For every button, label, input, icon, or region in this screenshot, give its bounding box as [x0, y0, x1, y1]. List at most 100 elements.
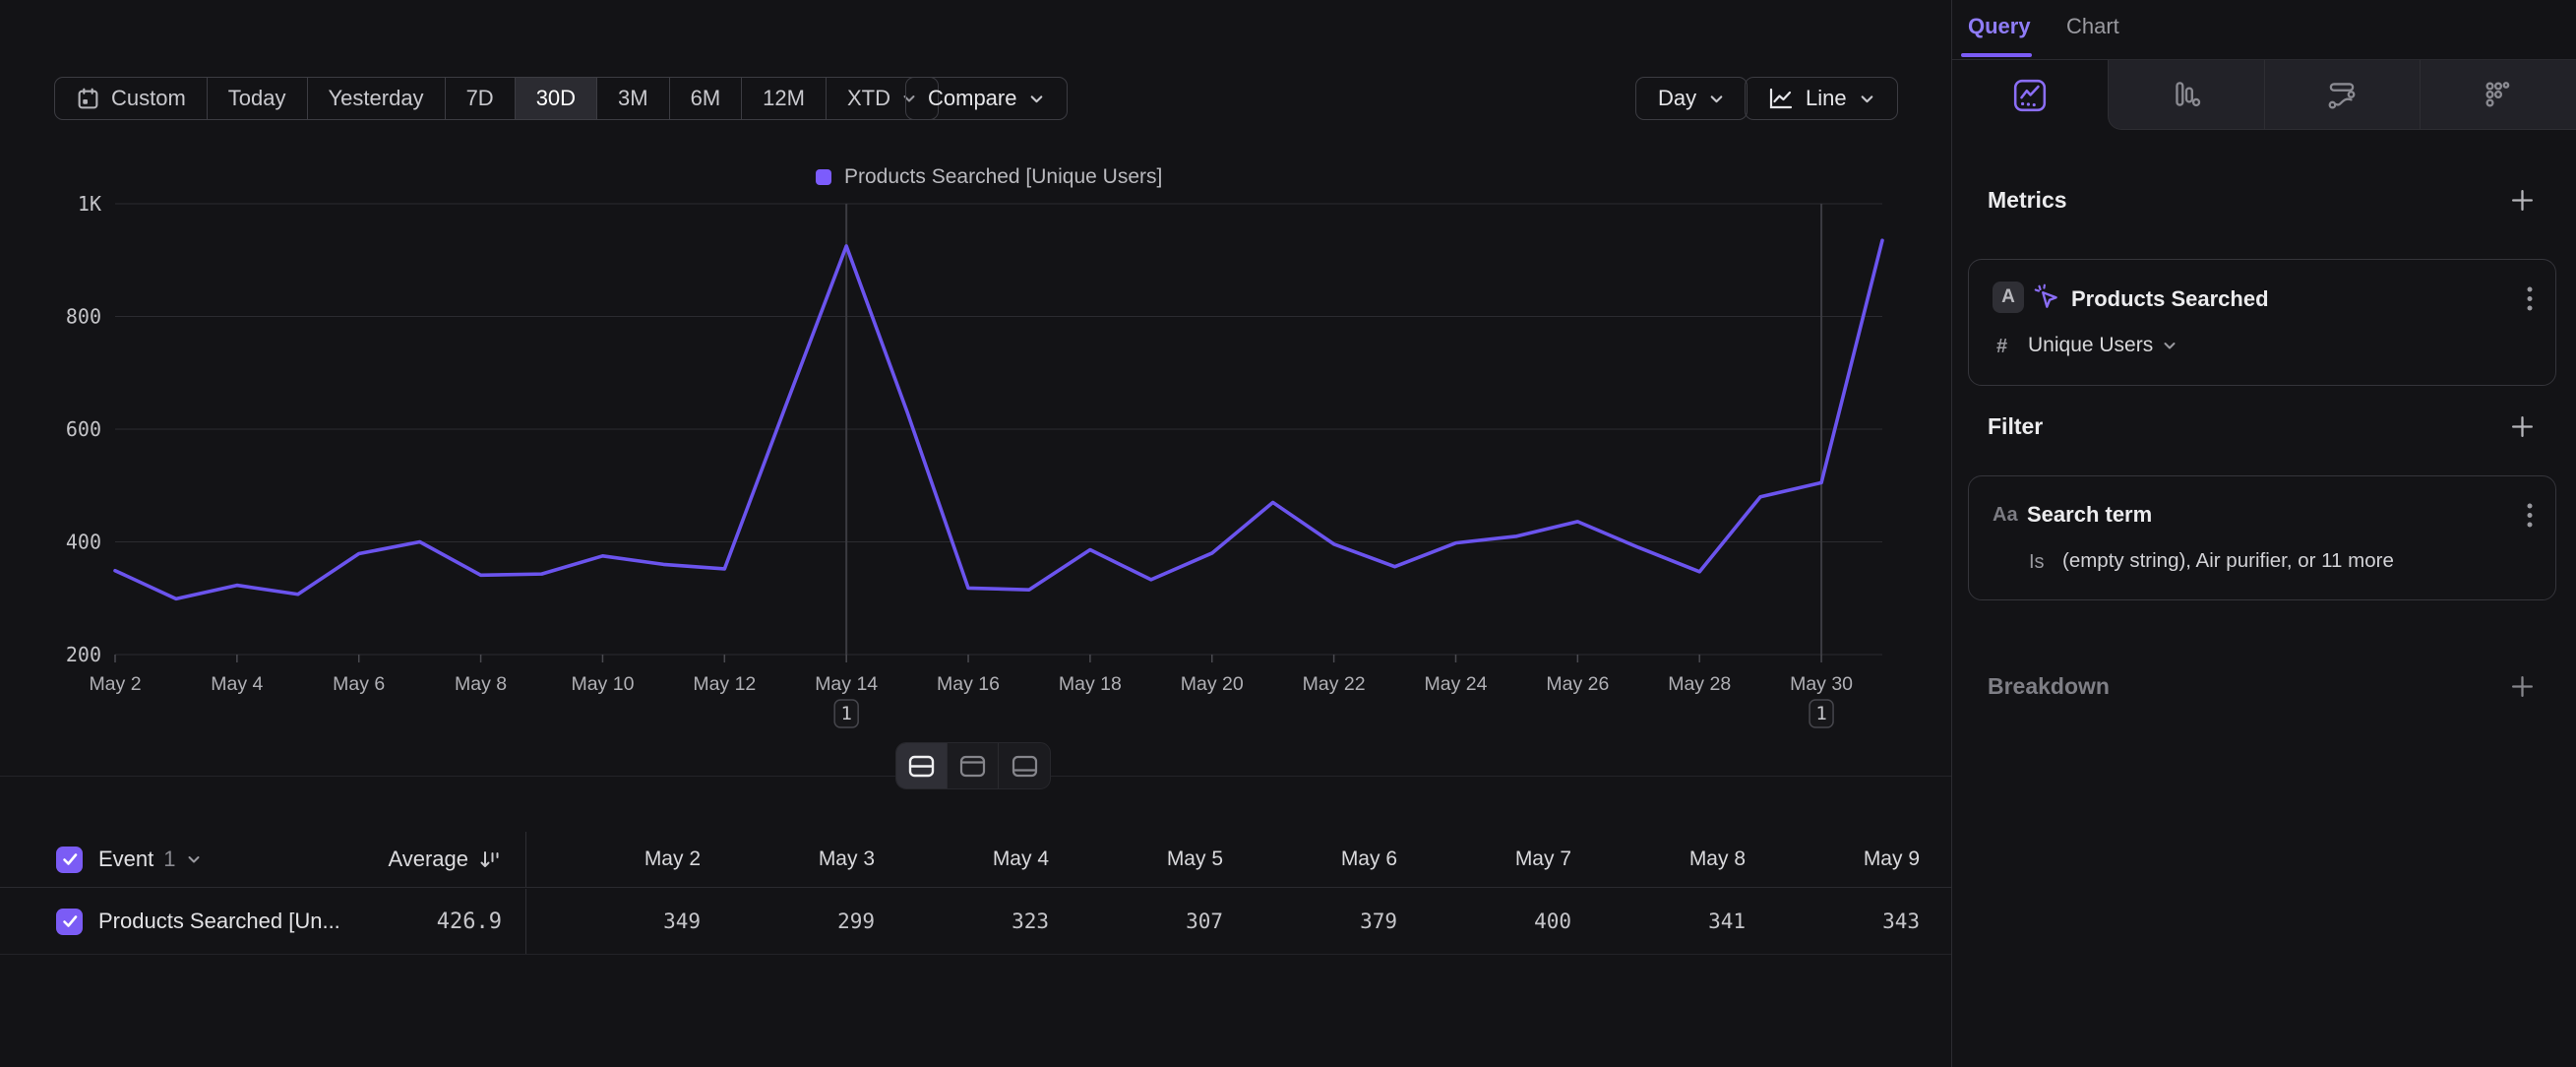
compare-button[interactable]: Compare	[905, 77, 1068, 120]
range-button-custom[interactable]: Custom	[55, 78, 208, 119]
chart-type-label: Line	[1806, 86, 1847, 111]
chart-type-tab-bar[interactable]	[2108, 60, 2264, 130]
more-chart-types-icon	[2481, 77, 2516, 112]
legend-label: Products Searched [Unique Users]	[844, 165, 1162, 189]
svg-text:May 6: May 6	[333, 673, 385, 695]
active-tab-underline	[1961, 53, 2032, 57]
tab-chart[interactable]: Chart	[2066, 14, 2119, 39]
date-cell-value: 323	[875, 910, 1049, 933]
date-column-header[interactable]: May 7	[1397, 847, 1571, 871]
date-cell-value: 299	[701, 910, 875, 933]
svg-text:May 24: May 24	[1425, 673, 1488, 695]
measure-selector[interactable]: Unique Users	[2028, 334, 2177, 357]
chart-type-tab-line[interactable]	[1952, 60, 2108, 130]
date-cell-value: 343	[1746, 910, 1920, 933]
range-button-today[interactable]: Today	[208, 78, 308, 119]
svg-text:May 30: May 30	[1790, 673, 1853, 695]
filter-property-name[interactable]: Search term	[2027, 502, 2152, 528]
event-column-header[interactable]: Event 1	[98, 847, 344, 872]
date-cell-value: 349	[526, 910, 701, 933]
svg-text:May 4: May 4	[211, 673, 263, 695]
date-column-header[interactable]: May 5	[1049, 847, 1223, 871]
range-button-30d[interactable]: 30D	[516, 78, 597, 119]
event-name-label: Products Searched [Un...	[98, 909, 340, 934]
date-cell-value: 400	[1397, 910, 1571, 933]
plus-icon	[2509, 673, 2536, 700]
filter-value[interactable]: (empty string), Air purifier, or 11 more	[2062, 549, 2394, 573]
range-button-yesterday[interactable]: Yesterday	[308, 78, 446, 119]
breakdown-heading: Breakdown	[1988, 673, 2110, 700]
plus-icon	[2509, 187, 2536, 214]
range-label: 12M	[763, 86, 805, 111]
svg-text:May 12: May 12	[693, 673, 756, 695]
svg-text:May 2: May 2	[89, 673, 141, 695]
date-column-header[interactable]: May 2	[526, 847, 701, 871]
svg-text:May 14: May 14	[815, 673, 878, 695]
chevron-down-icon	[1859, 91, 1875, 107]
svg-text:1: 1	[1815, 703, 1826, 724]
bar-chart-icon	[2169, 77, 2204, 112]
date-column-header[interactable]: May 4	[875, 847, 1049, 871]
table-only-button[interactable]	[999, 743, 1050, 788]
view-toggle	[895, 742, 1051, 789]
chevron-down-icon	[2162, 338, 2177, 353]
chevron-down-icon	[186, 851, 202, 867]
chart-type-tab-journeys[interactable]	[2264, 60, 2421, 130]
add-metric-button[interactable]	[2507, 185, 2537, 215]
split-view-button[interactable]	[896, 743, 948, 788]
date-cell-value: 341	[1571, 910, 1746, 933]
metric-event-name[interactable]: Products Searched	[2071, 286, 2269, 312]
legend-swatch	[816, 169, 831, 185]
range-label: Today	[228, 86, 286, 111]
svg-text:May 28: May 28	[1668, 673, 1731, 695]
metrics-heading: Metrics	[1988, 187, 2067, 214]
chart-type-tab-more[interactable]	[2420, 60, 2576, 130]
table-header-row: Event 1 Average May 2May 3May 4May 5May …	[0, 832, 1951, 888]
svg-text:May 8: May 8	[455, 673, 507, 695]
average-header-label: Average	[388, 847, 468, 872]
granularity-button[interactable]: Day	[1635, 77, 1748, 120]
range-button-7d[interactable]: 7D	[446, 78, 516, 119]
annotation-badge[interactable]: 1	[1809, 700, 1833, 727]
svg-text:200: 200	[66, 643, 101, 666]
annotation-badge[interactable]: 1	[834, 700, 858, 727]
plus-icon	[2509, 413, 2536, 440]
split-view-icon	[908, 755, 935, 778]
select-all-checkbox[interactable]	[56, 847, 83, 873]
line-chart[interactable]: 1K800600400200May 2May 4May 6May 8May 10…	[54, 192, 1897, 743]
main-panel: CustomTodayYesterday7D30D3M6M12MXTD Comp…	[0, 0, 1951, 1067]
add-breakdown-button[interactable]	[2507, 671, 2537, 701]
tab-query[interactable]: Query	[1968, 14, 2031, 39]
range-button-12m[interactable]: 12M	[742, 78, 827, 119]
text-property-icon: Aa	[1993, 504, 2018, 527]
row-event-name[interactable]: Products Searched [Un...	[98, 909, 344, 934]
chevron-down-icon	[1708, 91, 1725, 107]
date-column-header[interactable]: May 3	[701, 847, 875, 871]
kebab-menu-icon[interactable]	[2526, 285, 2534, 313]
date-cell-value: 379	[1223, 910, 1397, 933]
measure-prefix: #	[1996, 336, 2007, 358]
range-button-6m[interactable]: 6M	[670, 78, 743, 119]
svg-text:May 22: May 22	[1303, 673, 1366, 695]
add-filter-button[interactable]	[2507, 411, 2537, 441]
filter-card[interactable]: Aa Search term Is (empty string), Air pu…	[1968, 475, 2556, 600]
chart-only-button[interactable]	[948, 743, 999, 788]
filter-heading: Filter	[1988, 413, 2043, 440]
date-column-header[interactable]: May 8	[1571, 847, 1746, 871]
svg-text:800: 800	[66, 305, 101, 329]
range-label: Yesterday	[329, 86, 424, 111]
date-column-header[interactable]: May 9	[1746, 847, 1920, 871]
range-label: 30D	[536, 86, 576, 111]
table-only-icon	[1012, 755, 1038, 778]
check-icon	[62, 852, 78, 866]
svg-text:1K: 1K	[78, 192, 101, 216]
filter-operator[interactable]: Is	[2029, 551, 2045, 574]
check-icon	[62, 914, 78, 928]
row-checkbox[interactable]	[56, 909, 83, 935]
date-column-header[interactable]: May 6	[1223, 847, 1397, 871]
average-column-header[interactable]: Average	[344, 847, 502, 872]
chart-type-button[interactable]: Line	[1745, 77, 1898, 120]
kebab-menu-icon[interactable]	[2526, 502, 2534, 530]
range-button-3m[interactable]: 3M	[597, 78, 670, 119]
metric-card[interactable]: A Products Searched # Unique Users	[1968, 259, 2556, 386]
